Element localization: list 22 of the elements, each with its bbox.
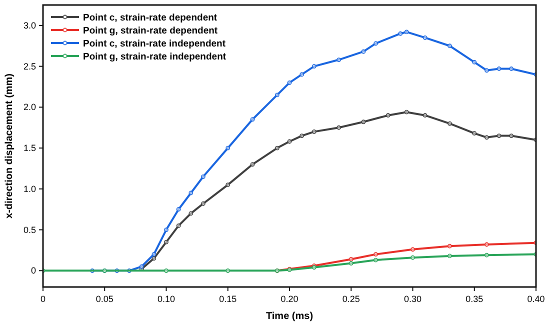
x-tick-label: 0.05 bbox=[96, 294, 114, 304]
x-tick-label: 0.10 bbox=[157, 294, 176, 304]
x-tick-label: 0.20 bbox=[280, 294, 298, 304]
legend-label: Point c, strain-rate independent bbox=[83, 38, 226, 50]
y-tick-label: 1.5 bbox=[23, 143, 36, 154]
y-tick-label: 0 bbox=[30, 266, 36, 276]
x-tick-label: 0.25 bbox=[342, 294, 360, 304]
x-tick-label: 0.30 bbox=[404, 294, 422, 304]
y-tick-label: 0.5 bbox=[23, 224, 36, 235]
y-tick-label: 3.0 bbox=[23, 20, 36, 30]
legend-label: Point g, strain-rate dependent bbox=[83, 26, 218, 36]
x-tick-label: 0.35 bbox=[466, 294, 484, 304]
y-axis-title: x-direction displacement (mm) bbox=[4, 73, 15, 219]
legend-label: Point g, strain-rate independent bbox=[83, 52, 227, 62]
y-tick-label: 1.0 bbox=[23, 184, 36, 194]
y-tick-label: 2.0 bbox=[23, 102, 36, 112]
x-tick-label: 0.15 bbox=[219, 294, 237, 304]
x-axis-title: Time (ms) bbox=[266, 311, 314, 322]
legend-label: Point c, strain-rate dependent bbox=[83, 12, 218, 24]
x-tick-label: 0.40 bbox=[527, 294, 545, 304]
x-tick-label: 0 bbox=[40, 294, 46, 304]
y-tick-label: 2.5 bbox=[23, 61, 36, 72]
